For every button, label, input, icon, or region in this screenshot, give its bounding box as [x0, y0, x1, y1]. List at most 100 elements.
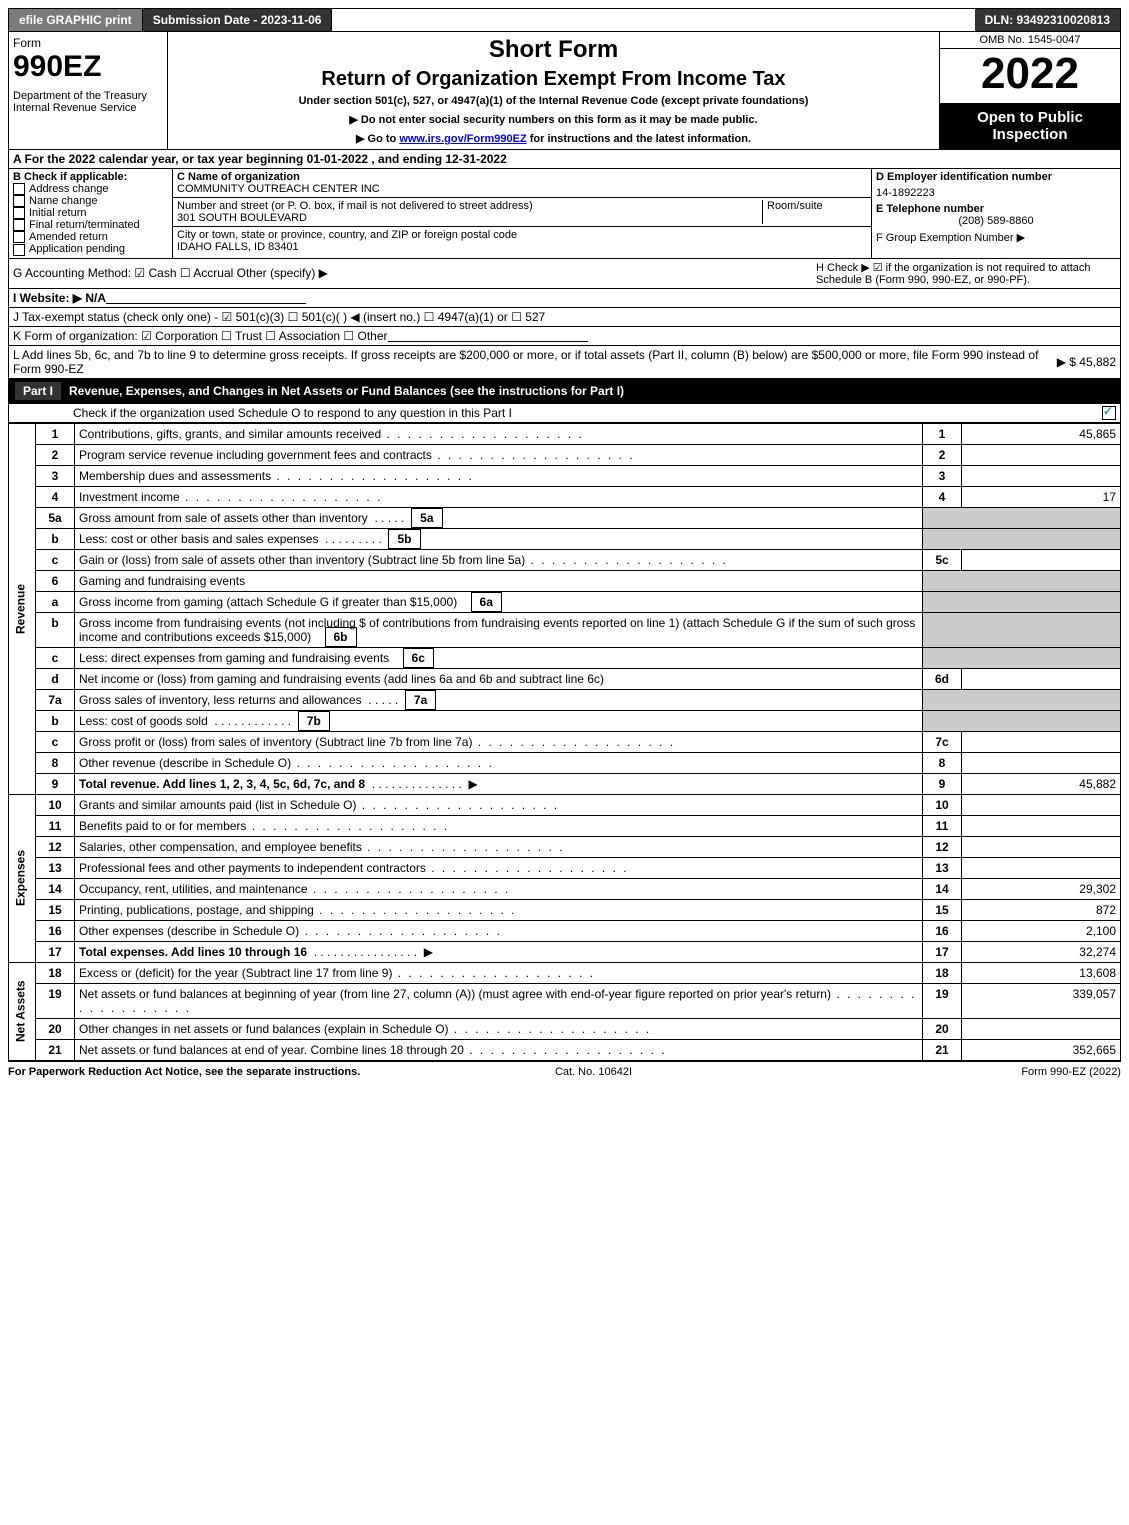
amt18: 13,608 — [962, 962, 1121, 983]
box13: 13 — [923, 857, 962, 878]
note2-post: for instructions and the latest informat… — [527, 133, 751, 145]
shade7b — [923, 710, 1121, 731]
box20: 20 — [923, 1018, 962, 1039]
city-row: City or town, state or province, country… — [173, 227, 871, 255]
irs-link[interactable]: www.irs.gov/Form990EZ — [399, 133, 526, 145]
line6c: Less: direct expenses from gaming and fu… — [75, 647, 923, 668]
n7c: c — [36, 731, 75, 752]
box1: 1 — [923, 423, 962, 444]
n5b: b — [36, 528, 75, 549]
n19: 19 — [36, 983, 75, 1018]
box17: 17 — [923, 941, 962, 962]
header-center: Short Form Return of Organization Exempt… — [168, 32, 939, 149]
col-d: D Employer identification number 14-1892… — [871, 169, 1120, 258]
omb-number: OMB No. 1545-0047 — [940, 32, 1120, 49]
amt13 — [962, 857, 1121, 878]
group-exemption: F Group Exemption Number ▶ — [876, 231, 1116, 244]
line12: Salaries, other compensation, and employ… — [75, 836, 923, 857]
checkbox-final-return[interactable] — [13, 219, 25, 231]
ssn-note: ▶ Do not enter social security numbers o… — [172, 113, 935, 126]
box6a-inner: 6a — [471, 592, 502, 612]
line-a: A For the 2022 calendar year, or tax yea… — [8, 150, 1121, 169]
box5a-inner: 5a — [411, 508, 442, 528]
efile-button[interactable]: efile GRAPHIC print — [9, 9, 143, 31]
line5c: Gain or (loss) from sale of assets other… — [75, 549, 923, 570]
website: I Website: ▶ N/A — [13, 291, 106, 305]
footer-left: For Paperwork Reduction Act Notice, see … — [8, 1066, 360, 1078]
n9: 9 — [36, 773, 75, 794]
part1-bar: Part I Revenue, Expenses, and Changes in… — [8, 379, 1121, 404]
n17: 17 — [36, 941, 75, 962]
n15: 15 — [36, 899, 75, 920]
telephone: (208) 589-8860 — [876, 215, 1116, 227]
row-k: K Form of organization: ☑ Corporation ☐ … — [8, 327, 1121, 346]
box15: 15 — [923, 899, 962, 920]
website-underline — [106, 291, 306, 304]
amt11 — [962, 815, 1121, 836]
schedule-o-checkbox[interactable] — [1102, 406, 1116, 420]
part1-title: Revenue, Expenses, and Changes in Net As… — [69, 384, 624, 398]
checkbox-amended[interactable] — [13, 231, 25, 243]
box11: 11 — [923, 815, 962, 836]
shade6 — [923, 570, 1121, 591]
room-label: Room/suite — [767, 200, 823, 212]
amt1: 45,865 — [962, 423, 1121, 444]
line13: Professional fees and other payments to … — [75, 857, 923, 878]
n6c: c — [36, 647, 75, 668]
line6a: Gross income from gaming (attach Schedul… — [75, 591, 923, 612]
name-label: C Name of organization — [177, 171, 300, 183]
note2-pre: ▶ Go to — [356, 133, 399, 145]
box6d: 6d — [923, 668, 962, 689]
amt17: 32,274 — [962, 941, 1121, 962]
street: 301 SOUTH BOULEVARD — [177, 212, 307, 224]
opt-pending: Application pending — [29, 243, 125, 255]
dln: DLN: 93492310020813 — [975, 9, 1120, 31]
box18: 18 — [923, 962, 962, 983]
checkbox-address-change[interactable] — [13, 183, 25, 195]
street-cell: Number and street (or P. O. box, if mail… — [177, 200, 762, 224]
revenue-label: Revenue — [9, 423, 36, 794]
section-bcd: B Check if applicable: Address change Na… — [8, 169, 1121, 259]
opt-address: Address change — [29, 183, 109, 195]
line17: Total expenses. Add lines 10 through 16 … — [75, 941, 923, 962]
box19: 19 — [923, 983, 962, 1018]
footer-right: Form 990-EZ (2022) — [1021, 1066, 1121, 1078]
opt-name: Name change — [29, 195, 98, 207]
shade6b — [923, 612, 1121, 647]
lines-table: Revenue 1Contributions, gifts, grants, a… — [8, 423, 1121, 1061]
amt16: 2,100 — [962, 920, 1121, 941]
line7c: Gross profit or (loss) from sales of inv… — [75, 731, 923, 752]
form-label: Form — [13, 36, 163, 50]
n3: 3 — [36, 465, 75, 486]
n6d: d — [36, 668, 75, 689]
header-left: Form 990EZ Department of the Treasury In… — [9, 32, 168, 149]
amt9: 45,882 — [962, 773, 1121, 794]
amt10 — [962, 794, 1121, 815]
opt-initial: Initial return — [29, 207, 86, 219]
line4: Investment income — [75, 486, 923, 507]
accounting-method: G Accounting Method: ☑ Cash ☐ Accrual Ot… — [13, 266, 816, 280]
checkbox-name-change[interactable] — [13, 195, 25, 207]
checkbox-pending[interactable] — [13, 244, 25, 256]
shade6a — [923, 591, 1121, 612]
amt12 — [962, 836, 1121, 857]
amt5c — [962, 549, 1121, 570]
amt8 — [962, 752, 1121, 773]
checkbox-initial-return[interactable] — [13, 207, 25, 219]
line1: Contributions, gifts, grants, and simila… — [75, 423, 923, 444]
n6a: a — [36, 591, 75, 612]
box8: 8 — [923, 752, 962, 773]
department: Department of the Treasury Internal Reve… — [13, 90, 163, 114]
tax-year: 2022 — [940, 49, 1120, 99]
amt14: 29,302 — [962, 878, 1121, 899]
tax-exempt-status: J Tax-exempt status (check only one) - ☑… — [13, 310, 545, 324]
line7a: Gross sales of inventory, less returns a… — [75, 689, 923, 710]
line10: Grants and similar amounts paid (list in… — [75, 794, 923, 815]
header-right: OMB No. 1545-0047 2022 Open to Public In… — [939, 32, 1120, 149]
amt19: 339,057 — [962, 983, 1121, 1018]
part1-sub: Check if the organization used Schedule … — [8, 404, 1121, 423]
n5c: c — [36, 549, 75, 570]
line6: Gaming and fundraising events — [75, 570, 923, 591]
shade6c — [923, 647, 1121, 668]
tel-label: E Telephone number — [876, 203, 984, 215]
